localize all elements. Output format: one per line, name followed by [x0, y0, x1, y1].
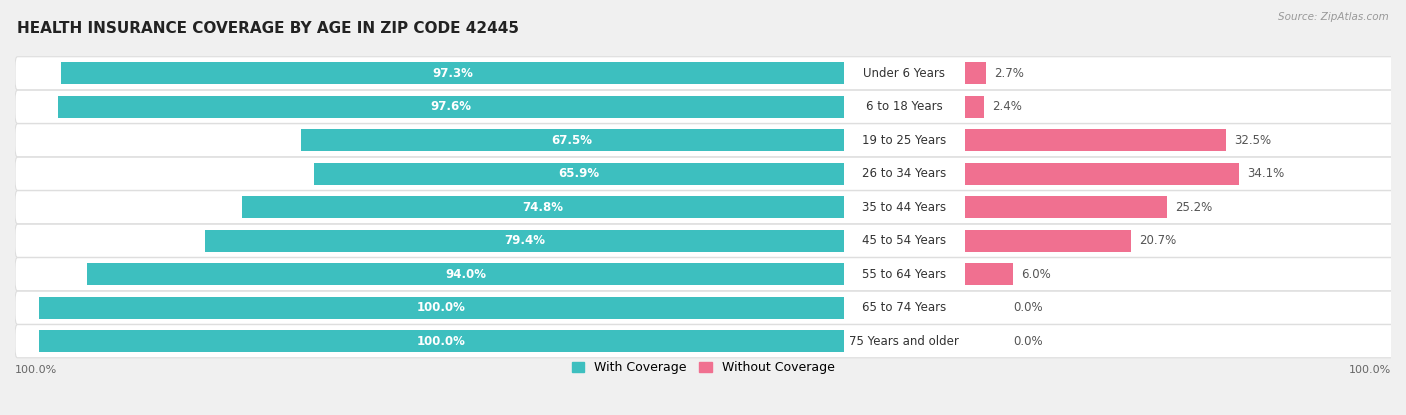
Text: 97.6%: 97.6% [430, 100, 471, 113]
Text: 67.5%: 67.5% [551, 134, 593, 147]
Bar [60, 62, 844, 84]
Text: 100.0%: 100.0% [418, 301, 465, 314]
FancyBboxPatch shape [15, 124, 1406, 157]
Text: 100.0%: 100.0% [1348, 365, 1391, 375]
Text: 94.0%: 94.0% [446, 268, 486, 281]
Bar [965, 196, 1167, 218]
FancyBboxPatch shape [15, 325, 1406, 358]
Text: 65 to 74 Years: 65 to 74 Years [862, 301, 946, 314]
Text: HEALTH INSURANCE COVERAGE BY AGE IN ZIP CODE 42445: HEALTH INSURANCE COVERAGE BY AGE IN ZIP … [17, 21, 519, 36]
Bar [59, 96, 844, 118]
Text: 0.0%: 0.0% [1012, 335, 1042, 348]
FancyBboxPatch shape [15, 157, 1406, 190]
Bar [965, 230, 1130, 251]
Text: 6 to 18 Years: 6 to 18 Years [866, 100, 942, 113]
Text: 79.4%: 79.4% [503, 234, 546, 247]
Bar [965, 129, 1226, 151]
Text: 20.7%: 20.7% [1139, 234, 1177, 247]
Text: 45 to 54 Years: 45 to 54 Years [862, 234, 946, 247]
Text: 35 to 44 Years: 35 to 44 Years [862, 201, 946, 214]
Bar [314, 163, 844, 185]
Text: 6.0%: 6.0% [1021, 268, 1050, 281]
Bar [39, 297, 844, 319]
Text: 100.0%: 100.0% [15, 365, 58, 375]
Text: 34.1%: 34.1% [1247, 167, 1284, 180]
Text: 97.3%: 97.3% [432, 67, 472, 80]
Text: 65.9%: 65.9% [558, 167, 599, 180]
Text: 25.2%: 25.2% [1175, 201, 1212, 214]
Bar [39, 330, 844, 352]
Text: 100.0%: 100.0% [418, 335, 465, 348]
Text: 32.5%: 32.5% [1234, 134, 1271, 147]
Bar [965, 264, 1012, 285]
Bar [205, 230, 844, 251]
Bar [87, 264, 844, 285]
Text: 74.8%: 74.8% [523, 201, 564, 214]
FancyBboxPatch shape [15, 190, 1406, 224]
Text: 19 to 25 Years: 19 to 25 Years [862, 134, 946, 147]
FancyBboxPatch shape [15, 57, 1406, 90]
Text: Under 6 Years: Under 6 Years [863, 67, 945, 80]
FancyBboxPatch shape [15, 258, 1406, 291]
Text: Source: ZipAtlas.com: Source: ZipAtlas.com [1278, 12, 1389, 22]
Bar [242, 196, 844, 218]
Text: 0.0%: 0.0% [1012, 301, 1042, 314]
Text: 26 to 34 Years: 26 to 34 Years [862, 167, 946, 180]
Bar [965, 163, 1239, 185]
Bar [301, 129, 844, 151]
Text: 2.4%: 2.4% [991, 100, 1022, 113]
Text: 75 Years and older: 75 Years and older [849, 335, 959, 348]
FancyBboxPatch shape [15, 291, 1406, 324]
FancyBboxPatch shape [15, 224, 1406, 257]
Bar [965, 62, 986, 84]
Text: 2.7%: 2.7% [994, 67, 1024, 80]
Text: 55 to 64 Years: 55 to 64 Years [862, 268, 946, 281]
FancyBboxPatch shape [15, 90, 1406, 123]
Bar [965, 96, 984, 118]
Legend: With Coverage, Without Coverage: With Coverage, Without Coverage [567, 356, 839, 379]
